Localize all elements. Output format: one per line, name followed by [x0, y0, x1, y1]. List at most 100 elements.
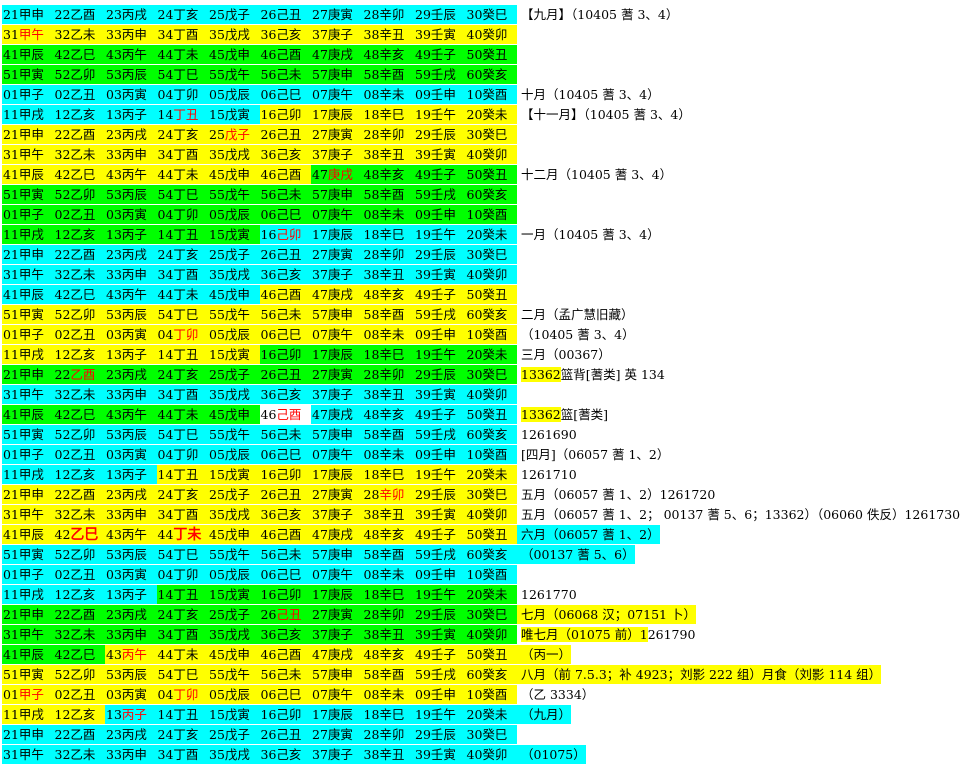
calendar-row: 51甲寅 52乙卯 53丙辰 54丁巳 55戊午 56己未 57庚申 58辛酉 59壬戌 60癸亥… — [2, 425, 960, 445]
ganzhi-day-cell: 01甲子 — [2, 445, 54, 464]
ganzhi-day-cell: 09壬申 — [414, 85, 466, 104]
ganzhi-day-cell: 54丁巳 — [156, 65, 208, 84]
ganzhi-day-cell: 19壬午 — [414, 585, 466, 604]
ganzhi-day-cell: 45戊申 — [208, 645, 260, 664]
calendar-row: 11甲戌 12乙亥 13丙子 14丁丑 15戊寅 16己卯 17庚辰 18辛巳 19壬午 20癸未… — [2, 705, 960, 725]
ganzhi-day-cell: 22乙酉 — [53, 725, 105, 744]
ganzhi-day-cell: 56己未 — [259, 65, 311, 84]
ganzhi-day-cell: 20癸未 — [465, 465, 517, 484]
ganzhi-day-cell: 33丙申 — [105, 25, 157, 44]
ganzhi-day-cell: 43丙午 — [105, 45, 157, 64]
ganzhi-day-cell: 29壬辰 — [414, 245, 466, 264]
ganzhi-day-cell: 33丙申 — [105, 625, 157, 644]
ganzhi-day-cell: 38辛丑 — [362, 145, 414, 164]
ganzhi-day-cell: 39壬寅 — [414, 25, 466, 44]
month-annotation: 十月（10405 蓍 3、4） — [521, 87, 660, 102]
ganzhi-day-cell: 27庚寅 — [311, 365, 363, 384]
ganzhi-day-cell: 32乙未 — [53, 745, 105, 764]
ganzhi-day-cell: 07庚午 — [311, 85, 363, 104]
ganzhi-day-cell: 44丁未 — [156, 165, 208, 184]
ganzhi-day-cell: 52乙卯 — [53, 305, 105, 324]
ganzhi-day-cell: 44丁未 — [156, 525, 208, 544]
ganzhi-day-cell: 26己丑 — [259, 605, 311, 624]
ganzhi-day-cell: 24丁亥 — [156, 125, 208, 144]
ganzhi-day-cell: 43丙午 — [105, 285, 157, 304]
ganzhi-day-cell: 11甲戌 — [2, 465, 54, 484]
ganzhi-day-cell: 21甲申 — [2, 125, 54, 144]
ganzhi-day-cell: 19壬午 — [414, 105, 466, 124]
ganzhi-day-cell: 55戊午 — [208, 665, 260, 684]
ganzhi-day-cell: 17庚辰 — [311, 105, 363, 124]
ganzhi-day-cell: 41甲辰 — [2, 45, 54, 64]
ganzhi-day-cell: 03丙寅 — [105, 85, 157, 104]
calendar-row: 41甲辰 42乙巳 43丙午 44丁未 45戊申 46己酉 47庚戌 48辛亥 49壬子 50癸丑… — [2, 405, 960, 425]
ganzhi-day-cell: 45戊申 — [208, 405, 260, 424]
calendar-row: 31甲午 32乙未 33丙申 34丁酉 35戊戌 36己亥 37庚子 38辛丑 39壬寅 40癸卯 — [2, 145, 960, 165]
ganzhi-day-cell: 30癸巳 — [465, 125, 517, 144]
ganzhi-day-cell: 29壬辰 — [414, 725, 466, 744]
ganzhi-day-cell: 19壬午 — [414, 705, 466, 724]
ganzhi-day-cell: 25戊子 — [208, 245, 260, 264]
ganzhi-day-cell: 57庚申 — [311, 185, 363, 204]
ganzhi-day-cell: 04丁卯 — [156, 565, 208, 584]
ganzhi-day-cell: 46己酉 — [259, 45, 311, 64]
ganzhi-day-cell: 56己未 — [259, 545, 311, 564]
ganzhi-day-cell: 49壬子 — [414, 525, 466, 544]
ganzhi-day-cell: 08辛未 — [362, 685, 414, 704]
ganzhi-day-cell: 48辛亥 — [362, 285, 414, 304]
ganzhi-day-cell: 28辛卯 — [362, 485, 414, 504]
ganzhi-day-cell: 35戊戌 — [208, 265, 260, 284]
ganzhi-day-cell: 26己丑 — [259, 125, 311, 144]
ganzhi-day-cell: 29壬辰 — [414, 365, 466, 384]
ganzhi-day-cell: 35戊戌 — [208, 145, 260, 164]
ganzhi-day-cell: 34丁酉 — [156, 265, 208, 284]
ganzhi-day-cell: 38辛丑 — [362, 505, 414, 524]
calendar-row: 41甲辰 42乙巳 43丙午 44丁未 45戊申 46己酉 47庚戌 48辛亥 49壬子 50癸丑… — [2, 165, 960, 185]
calendar-row: 31甲午 32乙未 33丙申 34丁酉 35戊戌 36己亥 37庚子 38辛丑 39壬寅 40癸卯… — [2, 505, 960, 525]
ganzhi-day-cell: 54丁巳 — [156, 425, 208, 444]
ganzhi-day-cell: 18辛巳 — [362, 345, 414, 364]
ganzhi-day-cell: 45戊申 — [208, 165, 260, 184]
ganzhi-day-cell: 41甲辰 — [2, 525, 54, 544]
ganzhi-day-cell: 54丁巳 — [156, 665, 208, 684]
calendar-row: 11甲戌 12乙亥 13丙子 14丁丑 15戊寅 16己卯 17庚辰 18辛巳 19壬午 20癸未… — [2, 225, 960, 245]
ganzhi-day-cell: 12乙亥 — [53, 105, 105, 124]
ganzhi-day-cell: 55戊午 — [208, 185, 260, 204]
ganzhi-day-cell: 59壬戌 — [414, 65, 466, 84]
ganzhi-day-cell: 43丙午 — [105, 165, 157, 184]
ganzhi-day-cell: 56己未 — [259, 305, 311, 324]
ganzhi-day-cell: 17庚辰 — [311, 705, 363, 724]
ganzhi-day-cell: 12乙亥 — [53, 465, 105, 484]
ganzhi-day-cell: 42乙巳 — [53, 405, 105, 424]
ganzhi-day-cell: 10癸酉 — [465, 205, 517, 224]
ganzhi-day-cell: 49壬子 — [414, 165, 466, 184]
calendar-row: 51甲寅 52乙卯 53丙辰 54丁巳 55戊午 56己未 57庚申 58辛酉 59壬戌 60癸亥 — [2, 65, 960, 85]
ganzhi-day-cell: 36己亥 — [259, 385, 311, 404]
ganzhi-day-cell: 09壬申 — [414, 445, 466, 464]
ganzhi-day-cell: 52乙卯 — [53, 185, 105, 204]
ganzhi-day-cell: 01甲子 — [2, 565, 54, 584]
ganzhi-day-cell: 16己卯 — [259, 225, 311, 244]
ganzhi-day-cell: 33丙申 — [105, 265, 157, 284]
ganzhi-day-cell: 53丙辰 — [105, 665, 157, 684]
ganzhi-day-cell: 47庚戌 — [311, 45, 363, 64]
calendar-row: 51甲寅 52乙卯 53丙辰 54丁巳 55戊午 56己未 57庚申 58辛酉 59壬戌 60癸亥… — [2, 305, 960, 325]
ganzhi-day-cell: 28辛卯 — [362, 245, 414, 264]
ganzhi-day-cell: 37庚子 — [311, 745, 363, 764]
ganzhi-day-cell: 20癸未 — [465, 705, 517, 724]
ganzhi-day-cell: 59壬戌 — [414, 425, 466, 444]
ganzhi-day-cell: 31甲午 — [2, 385, 54, 404]
ganzhi-day-cell: 08辛未 — [362, 445, 414, 464]
ganzhi-day-cell: 39壬寅 — [414, 505, 466, 524]
ganzhi-day-cell: 11甲戌 — [2, 585, 54, 604]
ganzhi-day-cell: 14丁丑 — [156, 465, 208, 484]
ganzhi-day-cell: 16己卯 — [259, 585, 311, 604]
ganzhi-day-cell: 25戊子 — [208, 365, 260, 384]
ganzhi-day-cell: 08辛未 — [362, 205, 414, 224]
ganzhi-day-cell: 45戊申 — [208, 285, 260, 304]
ganzhi-day-cell: 31甲午 — [2, 625, 54, 644]
ganzhi-day-cell: 07庚午 — [311, 205, 363, 224]
ganzhi-day-cell: 55戊午 — [208, 425, 260, 444]
ganzhi-day-cell: 59壬戌 — [414, 305, 466, 324]
ganzhi-day-cell: 51甲寅 — [2, 545, 54, 564]
